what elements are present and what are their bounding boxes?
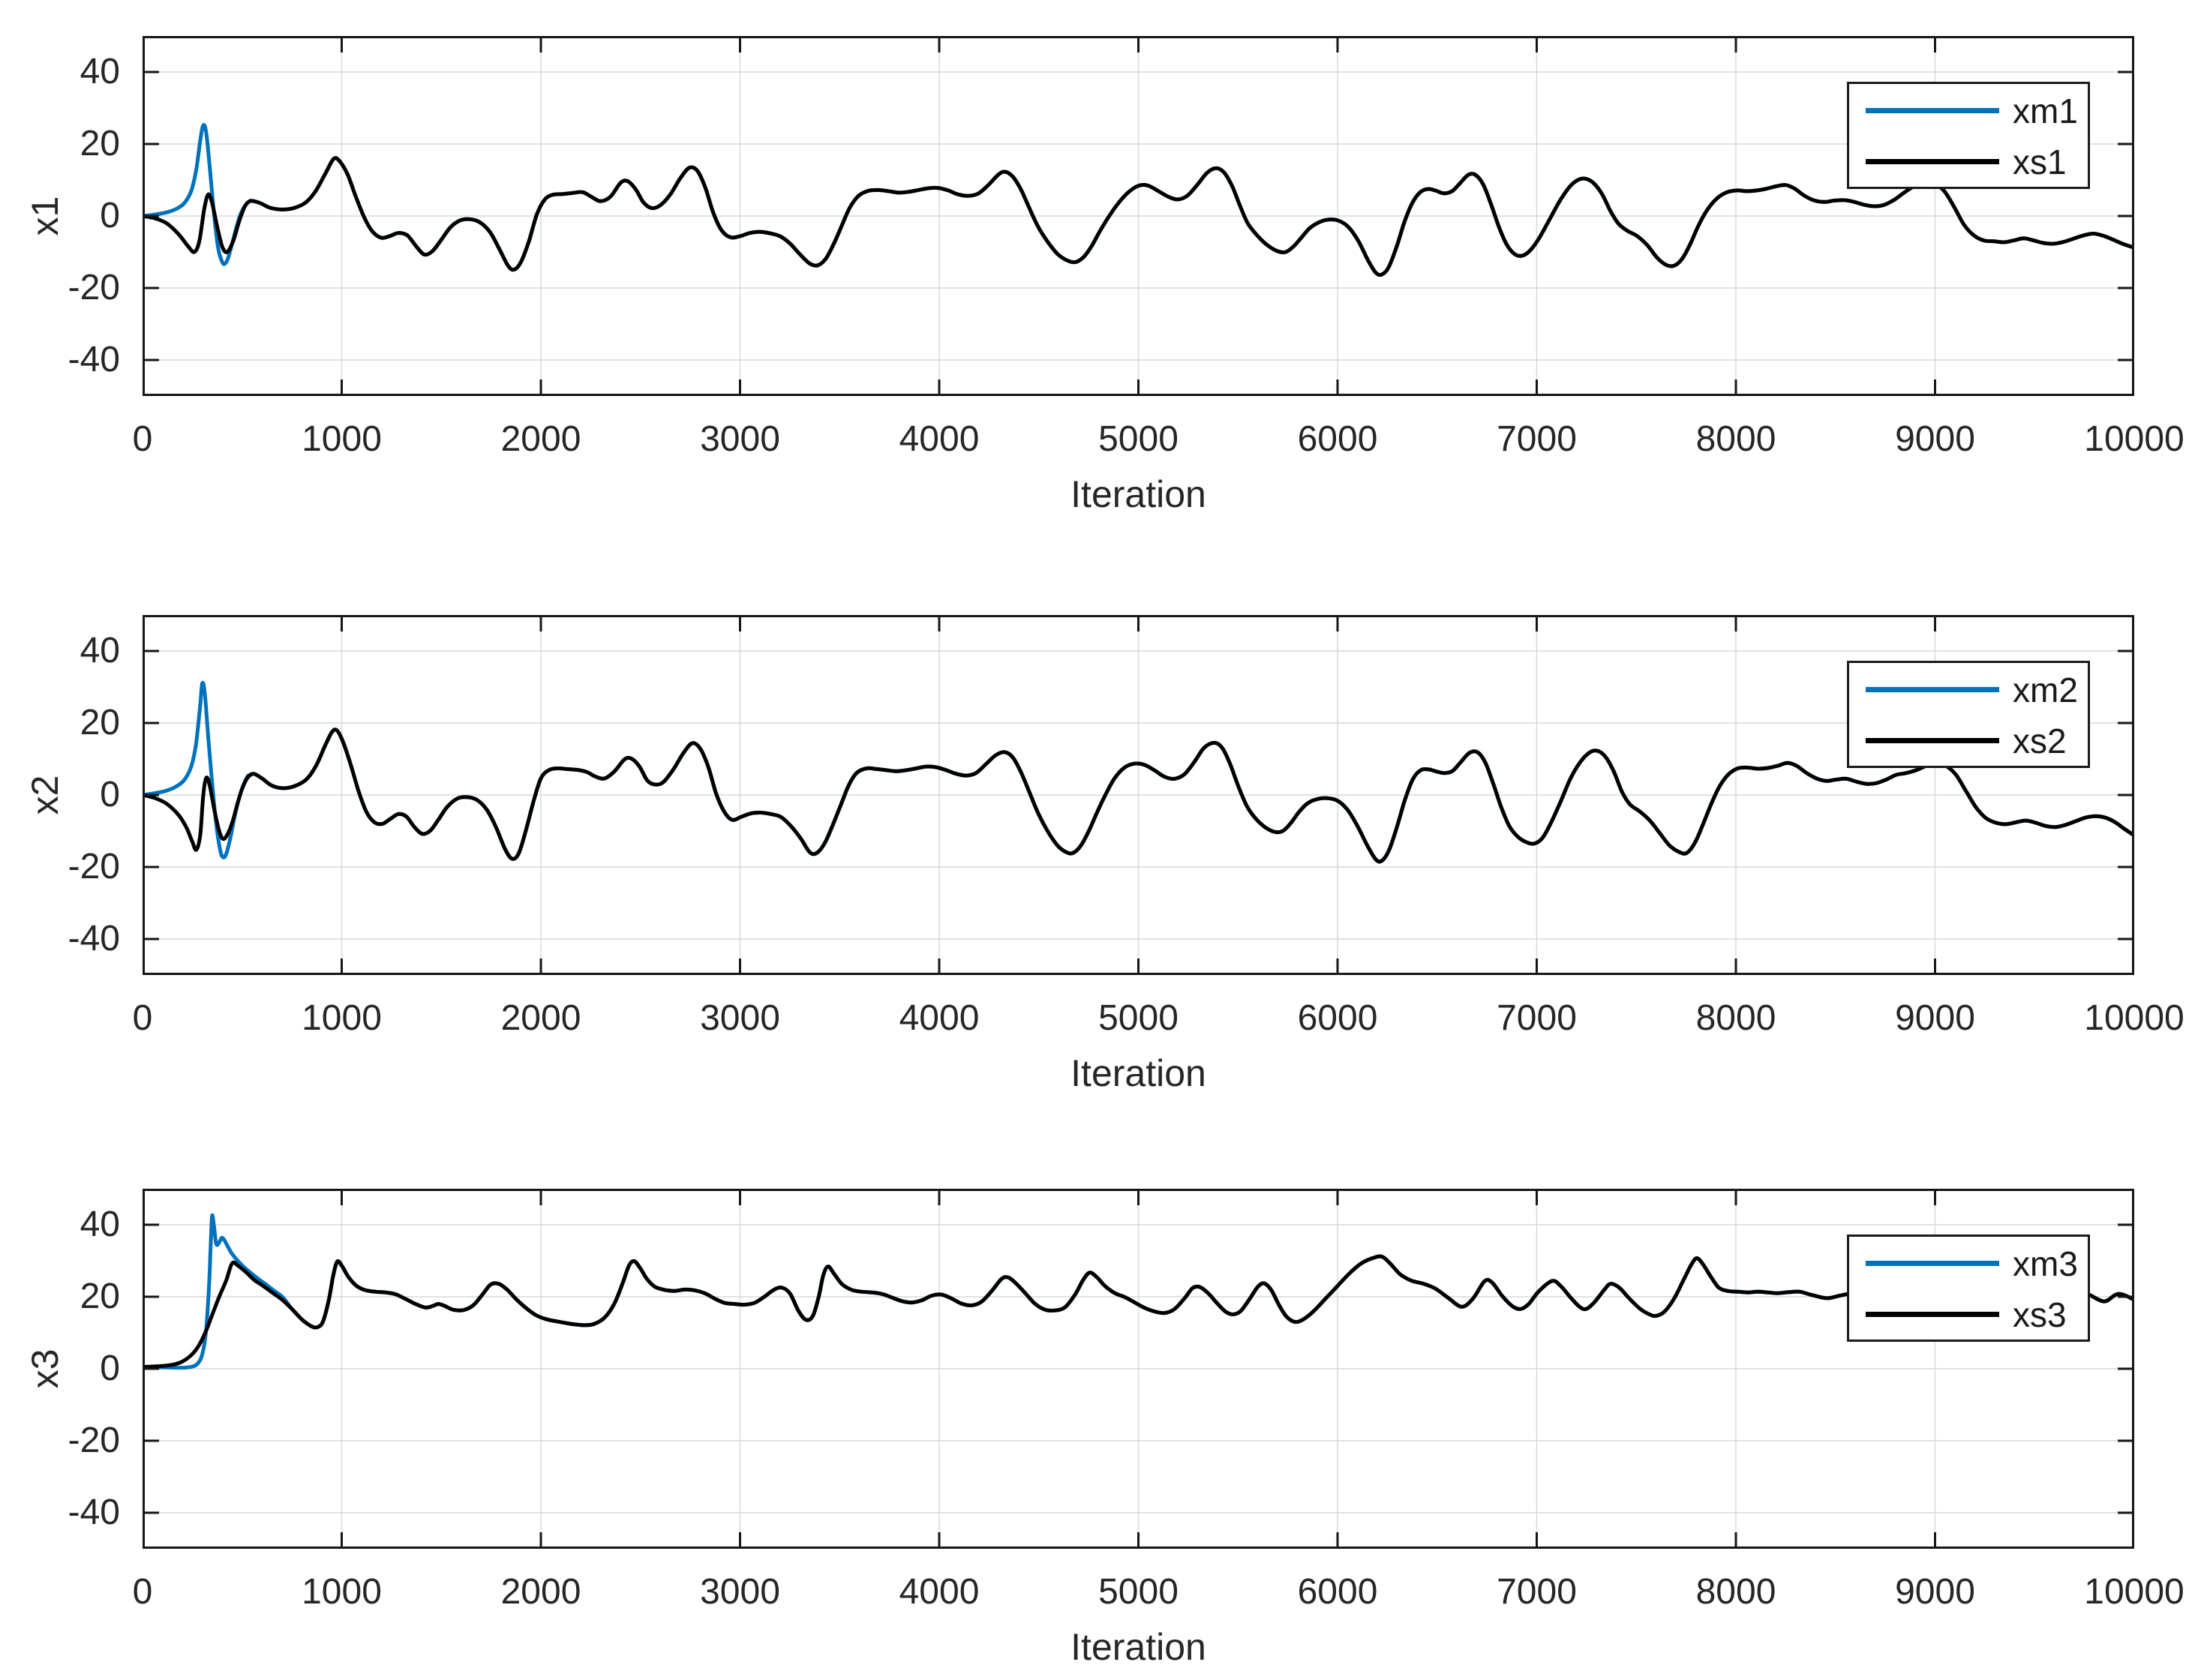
x-tick-label: 1000 [302, 1572, 382, 1612]
legend-entry: xm2 [1849, 666, 2088, 714]
curve-xs1 [143, 156, 2134, 278]
x-tick-label: 8000 [1695, 419, 1776, 459]
y-tick-label: -20 [68, 1420, 120, 1460]
legend-entry: xs3 [1849, 1291, 2088, 1339]
x-tick-label: 7000 [1497, 1572, 1577, 1612]
subplot-2-panel: 40 20 0 -20 -40 0 1000 2000 3000 4000 5000 6000 7000… [0, 615, 2204, 1110]
legend-line-sample-xm3 [1866, 1261, 1999, 1266]
y-tick-label: -20 [68, 847, 120, 886]
subplot-3-canvas [143, 1189, 2134, 1549]
x-tick-label: 4000 [899, 1572, 980, 1612]
axes-box [143, 615, 2134, 975]
x-tick-label: 3000 [700, 419, 780, 459]
subplot-1-canvas [143, 36, 2134, 396]
x-tick-label: 10000 [2084, 998, 2184, 1038]
axes-box [143, 36, 2134, 396]
y-tick-label: 40 [80, 631, 120, 670]
y-tick-label: 20 [80, 1276, 120, 1316]
x-tick-label: 1000 [302, 998, 382, 1038]
legend-entry: xs1 [1849, 138, 2088, 186]
y-axis-label: x3 [24, 1348, 66, 1389]
x-tick-label: 10000 [2084, 1572, 2184, 1612]
x-tick-label: 10000 [2084, 419, 2184, 459]
x-tick-label: 0 [132, 419, 153, 459]
y-tick-label: 20 [80, 124, 120, 164]
x-tick-label: 2000 [500, 419, 581, 459]
subplot-1-panel: 40 20 0 -20 -40 0 1000 2000 3000 4000 5000 6000 7000… [0, 36, 2204, 531]
curve-xs2 [143, 728, 2134, 864]
legend-entry-label: xm3 [2013, 1244, 2078, 1283]
x-axis-label: Iteration [1070, 473, 1206, 515]
legend-entry: xs2 [1849, 717, 2088, 765]
y-tick-label: 0 [100, 775, 120, 814]
x-tick-label: 9000 [1895, 998, 1975, 1038]
subplot-2-legend: xm2 xs2 [1847, 661, 2090, 768]
legend-entry-label: xm1 [2013, 92, 2078, 130]
y-tick-label: -40 [68, 919, 120, 958]
subplot-3-plot-area [143, 1189, 2134, 1549]
x-tick-label: 6000 [1297, 419, 1378, 459]
subplot-2-canvas [143, 615, 2134, 975]
x-tick-label: 8000 [1695, 1572, 1776, 1612]
subplot-3-panel: 40 20 0 -20 -40 0 1000 2000 3000 4000 5000 6000 7000… [0, 1189, 2204, 1680]
x-tick-label: 5000 [1098, 419, 1179, 459]
legend-entry: xm1 [1849, 87, 2088, 135]
legend-entry-label: xm2 [2013, 670, 2078, 710]
y-tick-label: 40 [80, 1204, 120, 1244]
y-tick-label: 0 [100, 196, 120, 236]
x-tick-label: 3000 [700, 998, 780, 1038]
subplot-3-legend: xm3 xs3 [1847, 1234, 2090, 1342]
x-tick-label: 4000 [899, 998, 980, 1038]
subplot-2-plot-area [143, 615, 2134, 975]
legend-line-sample-xs2 [1866, 738, 1999, 743]
y-axis-label: x2 [24, 775, 66, 815]
legend-entry: xm3 [1849, 1240, 2088, 1288]
x-tick-label: 2000 [500, 998, 581, 1038]
x-tick-label: 7000 [1497, 419, 1577, 459]
x-tick-label: 5000 [1098, 1572, 1179, 1612]
y-tick-label: -20 [68, 268, 120, 308]
legend-entry-label: xs1 [2013, 142, 2067, 182]
x-tick-label: 8000 [1695, 998, 1776, 1038]
x-tick-label: 3000 [700, 1572, 780, 1612]
x-tick-label: 6000 [1297, 998, 1378, 1038]
y-tick-label: -40 [68, 340, 120, 380]
x-tick-label: 7000 [1497, 998, 1577, 1038]
x-axis-label: Iteration [1070, 1052, 1206, 1094]
x-axis-label: Iteration [1070, 1626, 1206, 1668]
axes-box [143, 1189, 2134, 1549]
x-tick-label: 0 [132, 998, 153, 1038]
subplot-1-legend: xm1 xs1 [1847, 82, 2090, 189]
x-tick-label: 6000 [1297, 1572, 1378, 1612]
y-tick-label: -40 [68, 1492, 120, 1532]
legend-line-sample-xm1 [1866, 108, 1999, 113]
y-tick-label: 40 [80, 52, 120, 92]
x-tick-label: 5000 [1098, 998, 1179, 1038]
x-tick-label: 9000 [1895, 1572, 1975, 1612]
legend-line-sample-xs1 [1866, 159, 1999, 164]
subplot-1-plot-area [143, 36, 2134, 396]
legend-line-sample-xm2 [1866, 687, 1999, 692]
x-tick-label: 1000 [302, 419, 382, 459]
curve-xs3 [143, 1254, 2134, 1370]
x-tick-label: 4000 [899, 419, 980, 459]
x-tick-label: 2000 [500, 1572, 581, 1612]
y-tick-label: 0 [100, 1348, 120, 1388]
x-tick-label: 0 [132, 1572, 153, 1612]
legend-line-sample-xs3 [1866, 1312, 1999, 1317]
y-axis-label: x1 [24, 196, 66, 236]
x-tick-label: 9000 [1895, 419, 1975, 459]
legend-entry-label: xs2 [2013, 722, 2067, 760]
legend-entry-label: xs3 [2013, 1295, 2067, 1334]
y-tick-label: 20 [80, 703, 120, 742]
